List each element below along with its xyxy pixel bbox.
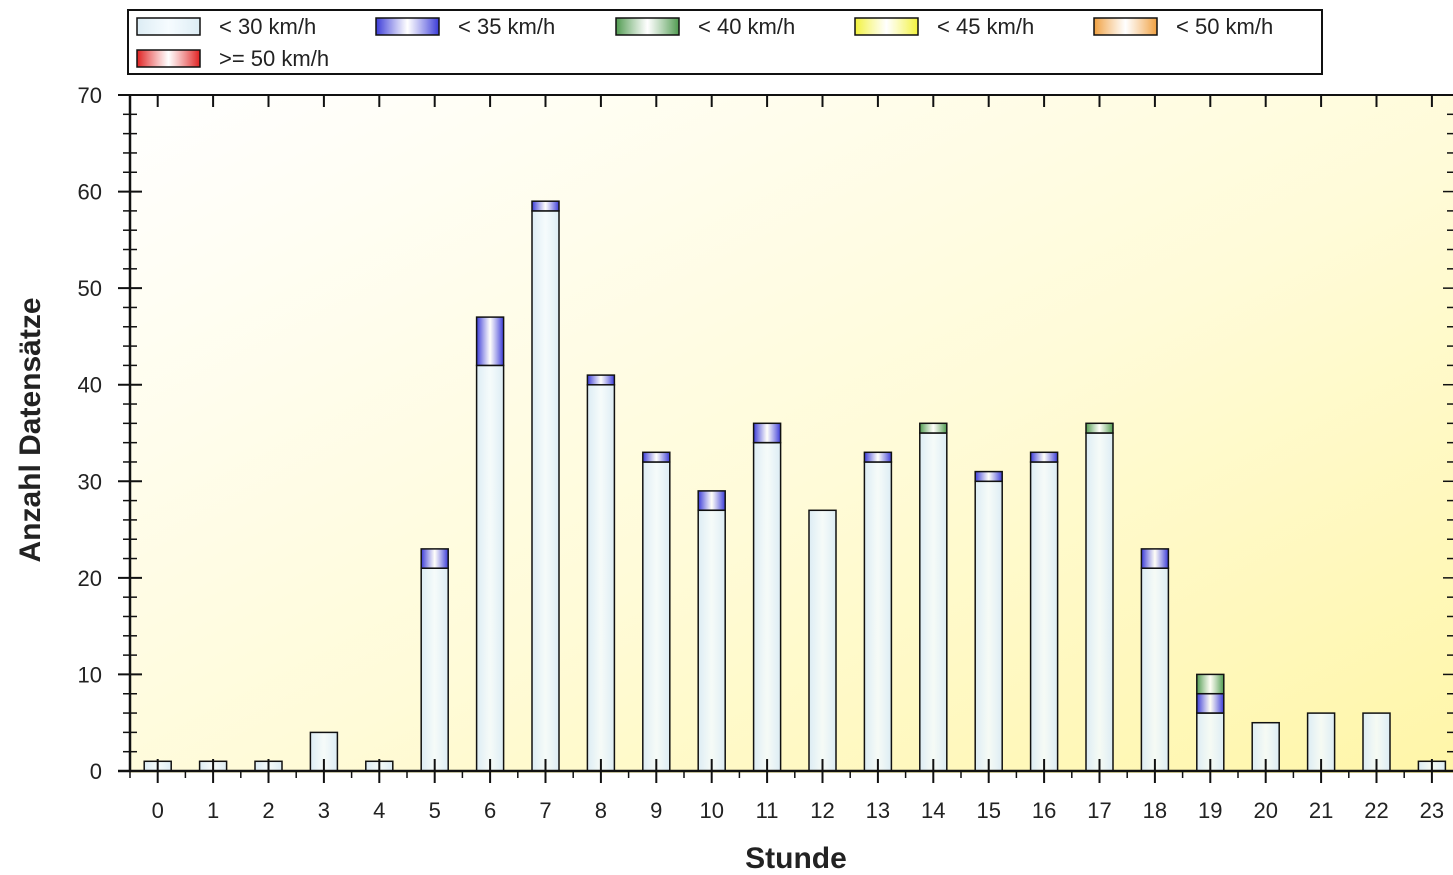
bar-segment [974, 470, 1003, 483]
bar-segment [1306, 712, 1336, 772]
bar-segment [808, 509, 837, 772]
bar-segment [586, 383, 616, 772]
bars-group [143, 200, 1447, 772]
bar-segment [919, 432, 948, 772]
y-axis-title: Anzahl Datensätze [14, 297, 47, 562]
bar-segment [420, 567, 449, 772]
bar-segment [1140, 567, 1170, 772]
x-axis-title: Stunde [745, 842, 847, 875]
bar-segment [863, 451, 893, 463]
x-tick-label: 11 [756, 798, 779, 823]
legend-label: < 30 km/h [219, 14, 316, 39]
x-tick-label: 18 [1143, 798, 1167, 823]
y-tick-label: 10 [78, 662, 102, 687]
x-tick-label: 19 [1198, 798, 1222, 823]
x-tick-label: 8 [595, 798, 607, 823]
plot-area [130, 95, 1453, 773]
x-tick-label: 13 [866, 798, 890, 823]
legend-swatch [615, 17, 680, 36]
y-tick-label: 30 [78, 469, 102, 494]
bar-segment [475, 364, 505, 772]
y-tick-label: 40 [78, 373, 102, 398]
legend-label: < 35 km/h [458, 14, 555, 39]
bar-segment [1029, 451, 1059, 463]
y-tick-label: 60 [78, 180, 102, 205]
x-tick-label: 5 [429, 798, 441, 823]
x-tick-label: 23 [1420, 798, 1444, 823]
x-tick-label: 1 [207, 798, 219, 823]
x-tick-label: 0 [152, 798, 164, 823]
y-tick-label: 0 [90, 759, 102, 784]
bar-segment [1140, 548, 1170, 569]
bar-segment [1029, 461, 1059, 772]
bar-segment [974, 480, 1003, 772]
x-tick-label: 3 [318, 798, 330, 823]
bar-segment [642, 461, 671, 772]
x-tick-label: 17 [1087, 798, 1111, 823]
x-tick-label: 14 [921, 798, 945, 823]
legend-label: < 45 km/h [937, 14, 1034, 39]
legend-swatch [136, 17, 201, 36]
bar-segment [1085, 422, 1114, 434]
legend-label: < 50 km/h [1176, 14, 1273, 39]
x-tick-label: 6 [484, 798, 496, 823]
legend-label: >= 50 km/h [219, 46, 329, 71]
x-tick-label: 20 [1253, 798, 1277, 823]
bar-segment [752, 422, 782, 444]
bar-segment [475, 316, 505, 367]
legend-label: < 40 km/h [698, 14, 795, 39]
x-tick-label: 22 [1364, 798, 1388, 823]
y-tick-label: 20 [78, 566, 102, 591]
bar-segment [531, 210, 560, 772]
x-tick-label: 4 [373, 798, 385, 823]
bar-segment [642, 451, 671, 463]
legend-swatch [854, 17, 919, 36]
bar-segment [919, 422, 948, 434]
x-tick-label: 2 [262, 798, 274, 823]
bar-segment [586, 374, 616, 386]
x-tick-label: 21 [1309, 798, 1333, 823]
x-tick-label: 9 [650, 798, 662, 823]
legend-swatch [136, 49, 201, 68]
y-tick-label: 50 [78, 276, 102, 301]
bar-segment [697, 509, 726, 772]
y-tick-label: 70 [78, 83, 102, 108]
legend-swatch [1093, 17, 1158, 36]
bar-segment [1362, 712, 1391, 772]
legend: < 30 km/h < 35 km/h < 40 km/h < 45 km/h < 50… [127, 9, 1323, 75]
legend-swatch [375, 17, 440, 36]
bar-segment [697, 490, 726, 511]
bar-segment [863, 461, 893, 772]
bar-segment [420, 548, 449, 569]
x-tick-label: 16 [1032, 798, 1056, 823]
bar-segment [1196, 692, 1225, 714]
x-tick-label: 10 [699, 798, 723, 823]
bar-segment [752, 441, 782, 772]
x-tick-label: 12 [810, 798, 834, 823]
bar-segment [1085, 432, 1114, 772]
x-tick-label: 7 [539, 798, 551, 823]
x-tick-label: 15 [976, 798, 1000, 823]
bar-segment [1196, 673, 1225, 695]
bar-segment [531, 200, 560, 212]
